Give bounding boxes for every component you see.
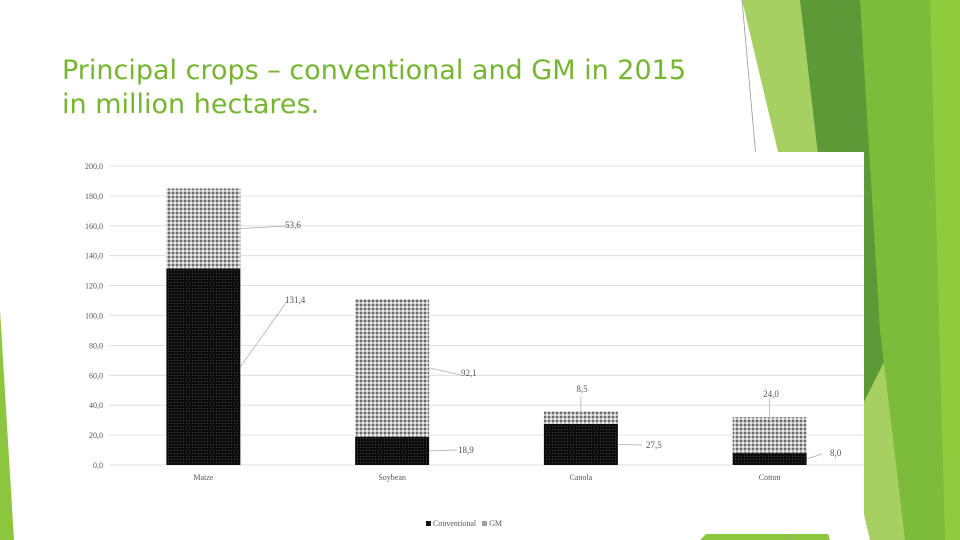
legend-label-gm: GM [489, 519, 502, 528]
leader-line [240, 225, 289, 229]
slide-title: Principal crops – conventional and GM in… [62, 54, 762, 122]
y-tick-label: 100,0 [85, 312, 103, 321]
leader-line [617, 444, 643, 446]
y-tick-label: 20,0 [89, 431, 103, 440]
y-tick-label: 60,0 [89, 371, 103, 380]
legend-swatch-conventional [426, 521, 431, 526]
deco-left-sliver [0, 310, 14, 540]
chart-container: 0,0 20,0 40,0 60,0 80,0 100,0 120,0 140,0 160,0 1… [68, 152, 864, 534]
y-tick-label: 140,0 [85, 252, 103, 261]
leader-line [429, 449, 458, 452]
legend-label-conventional: Conventional [433, 519, 477, 528]
chart-legend: Conventional GM [426, 519, 502, 528]
y-tick-label: 120,0 [85, 282, 103, 291]
category-label-soybean: Soybean [378, 473, 406, 482]
bar-conventional-maize [166, 268, 241, 465]
y-tick-label: 80,0 [89, 341, 103, 350]
data-labels: 131,4 53,6 18,9 92,1 27,5 8,5 8,0 24,0 [240, 220, 842, 460]
deco-triangle-bright [930, 0, 960, 540]
bar-gm-maize [166, 188, 241, 269]
category-label-cotton: Cotton [759, 473, 781, 482]
category-label-canola: Canola [570, 473, 593, 482]
data-label-gm-soybean: 92,1 [461, 368, 477, 378]
data-label-conventional-maize: 131,4 [285, 295, 306, 305]
y-tick-label: 40,0 [89, 401, 103, 410]
x-axis-categories: Maize Soybean Canola Cotton [193, 473, 780, 482]
data-label-conventional-soybean: 18,9 [458, 445, 474, 455]
y-axis-ticks: 0,0 20,0 40,0 60,0 80,0 100,0 120,0 140,0 160,0 1… [85, 162, 103, 470]
bar-gm-cotton [732, 417, 807, 454]
bar-conventional-canola [543, 423, 618, 465]
y-tick-label: 180,0 [85, 192, 103, 201]
leader-line [240, 299, 289, 367]
bars [166, 188, 807, 465]
leader-line [806, 453, 823, 460]
data-label-conventional-canola: 27,5 [646, 440, 662, 450]
data-label-gm-maize: 53,6 [285, 220, 301, 230]
bar-gm-soybean [355, 299, 430, 437]
slide-title-line-2: in million hectares. [62, 89, 320, 120]
bar-conventional-soybean [355, 436, 430, 465]
slide-title-line-1: Principal crops – conventional and GM in… [62, 55, 686, 86]
y-tick-label: 0,0 [93, 461, 103, 470]
leader-line [429, 367, 462, 376]
category-label-maize: Maize [193, 473, 213, 482]
y-tick-label: 160,0 [85, 222, 103, 231]
bar-gm-canola [543, 411, 618, 424]
legend-item-conventional: Conventional [426, 519, 476, 528]
data-label-gm-canola: 8,5 [576, 384, 588, 394]
legend-item-gm: GM [482, 519, 502, 528]
stacked-bar-chart: 0,0 20,0 40,0 60,0 80,0 100,0 120,0 140,0 160,0 1… [85, 162, 864, 482]
legend-swatch-gm [482, 521, 488, 526]
data-label-conventional-cotton: 8,0 [830, 448, 842, 458]
bar-conventional-cotton [732, 453, 807, 465]
data-label-gm-cotton: 24,0 [763, 389, 779, 399]
y-tick-label: 200,0 [85, 162, 103, 171]
